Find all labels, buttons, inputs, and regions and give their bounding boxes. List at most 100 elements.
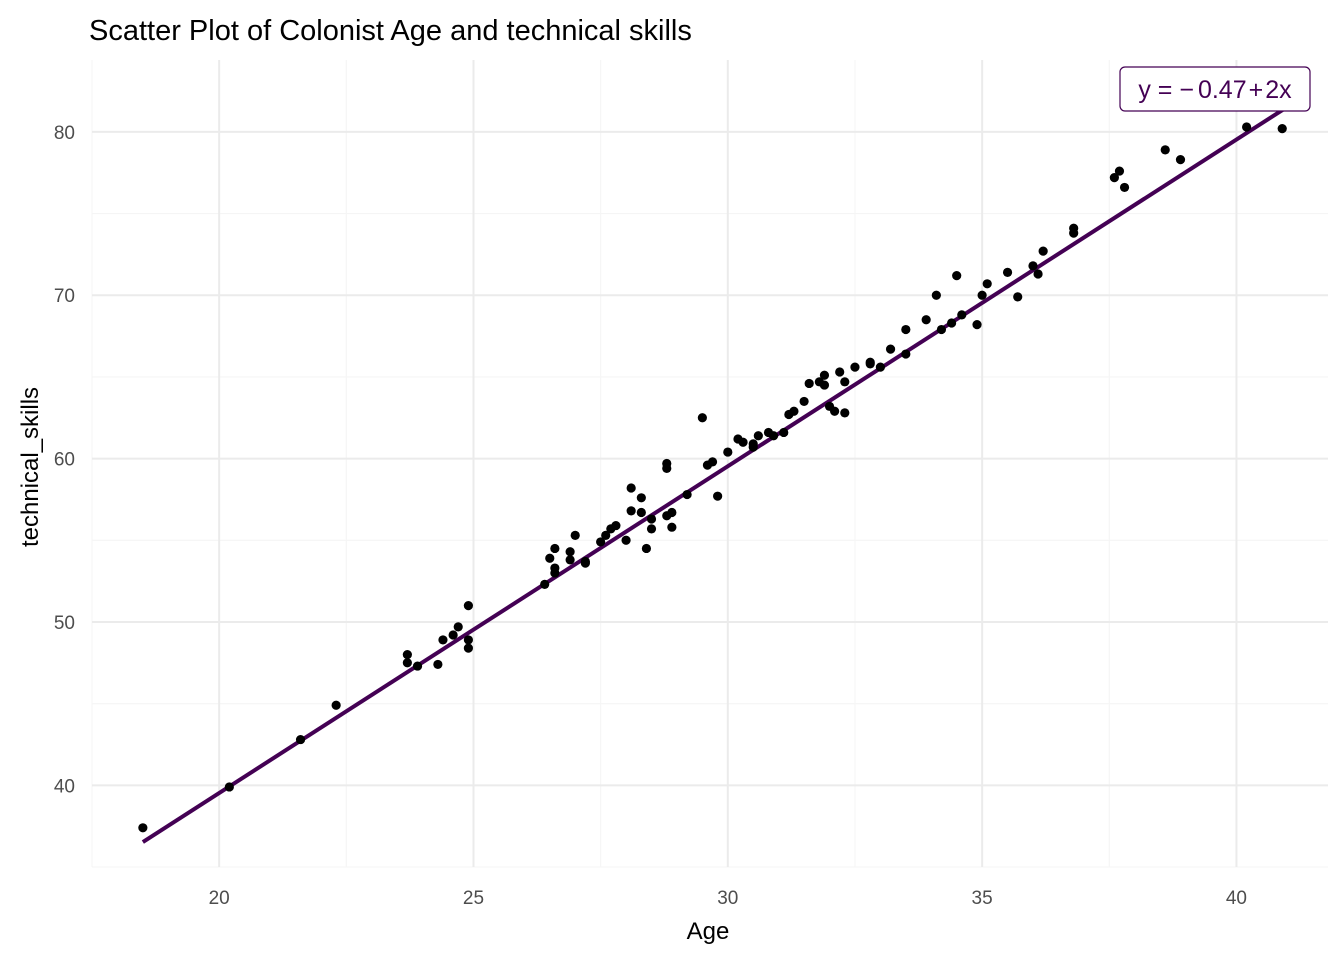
scatter-point <box>438 635 448 645</box>
scatter-point <box>1013 292 1023 302</box>
scatter-point <box>565 555 575 565</box>
scatter-point <box>947 318 957 328</box>
y-tick-label: 70 <box>54 286 75 307</box>
scatter-point <box>433 659 443 670</box>
scatter-point <box>819 370 830 380</box>
scatter-point <box>789 406 799 416</box>
scatter-point <box>667 507 677 518</box>
x-tick-label: 25 <box>463 888 484 909</box>
scatter-point <box>545 553 555 563</box>
scatter-point <box>952 271 962 281</box>
scatter-point <box>748 439 758 449</box>
scatter-point <box>636 507 646 518</box>
scatter-point <box>850 362 860 372</box>
scatter-point <box>463 635 473 645</box>
scatter-point <box>412 661 423 671</box>
x-tick-label: 20 <box>209 888 230 909</box>
scatter-point <box>901 324 911 335</box>
scatter-point <box>1277 124 1287 134</box>
equation-label-box <box>1119 66 1311 112</box>
scatter-point <box>646 514 657 524</box>
equation-label-text: y = −0.47+2x <box>1138 76 1292 104</box>
y-tick-label: 80 <box>54 123 75 144</box>
scatter-point <box>138 823 148 833</box>
equation-slope-term: 2x <box>1265 76 1292 104</box>
scatter-point <box>565 547 575 557</box>
data-points <box>138 122 1287 833</box>
scatter-point <box>540 579 550 589</box>
scatter-point <box>641 543 652 554</box>
scatter-point <box>1160 145 1170 155</box>
scatter-point <box>662 463 672 474</box>
scatter-point <box>723 447 733 457</box>
scatter-point <box>580 558 590 568</box>
scatter-point <box>865 359 875 369</box>
scatter-point <box>885 344 896 354</box>
scatter-point <box>626 483 636 493</box>
scatter-point <box>819 380 830 390</box>
scatter-point <box>1002 267 1013 277</box>
equation-plus: + <box>1249 76 1264 104</box>
x-axis-title: Age <box>687 918 730 945</box>
regression-line <box>141 105 1289 844</box>
scatter-point <box>1038 246 1048 256</box>
y-axis-tick-labels: 40 50 60 70 80 <box>54 123 75 797</box>
scatter-point <box>1114 166 1125 176</box>
scatter-point <box>1109 173 1119 183</box>
y-tick-label: 40 <box>54 776 75 797</box>
scatter-point <box>875 362 885 372</box>
y-tick-label: 50 <box>54 613 75 634</box>
scatter-point <box>830 406 840 416</box>
regression-line-layer <box>141 105 1289 844</box>
scatter-point <box>463 643 473 653</box>
scatter-point <box>707 457 718 467</box>
scatter-point <box>982 279 992 289</box>
scatter-point <box>1242 122 1252 132</box>
scatter-point <box>636 493 646 503</box>
scatter-point <box>331 700 341 710</box>
scatter-point <box>611 520 621 531</box>
x-tick-label: 30 <box>717 888 738 909</box>
y-axis-title: technical_skills <box>17 387 44 547</box>
scatter-point <box>957 310 967 320</box>
x-tick-label: 40 <box>1226 888 1247 909</box>
scatter-point <box>697 413 707 423</box>
scatter-point <box>1119 182 1130 193</box>
scatter-point <box>753 431 763 441</box>
y-tick-label: 60 <box>54 450 75 471</box>
equation-prefix: y = <box>1138 76 1179 104</box>
scatter-point <box>626 506 636 516</box>
scatter-point <box>596 537 606 547</box>
scatter-point <box>402 650 412 660</box>
scatter-point <box>804 378 814 389</box>
scatter-point <box>667 522 677 532</box>
scatter-point <box>931 290 941 300</box>
scatter-point <box>1033 269 1043 279</box>
equation-intercept: 0.47 <box>1198 76 1247 104</box>
scatter-point <box>621 535 631 545</box>
scatter-point <box>738 437 748 447</box>
scatter-point <box>977 290 987 300</box>
scatter-point <box>550 568 560 578</box>
chart-title: Scatter Plot of Colonist Age and technic… <box>89 15 692 47</box>
scatter-point <box>972 320 982 330</box>
scatter-point <box>550 543 560 554</box>
scatter-point <box>453 622 463 632</box>
scatter-point <box>682 489 692 500</box>
scatter-point <box>1069 228 1079 238</box>
scatter-point <box>295 734 306 745</box>
x-axis-tick-labels: 20 25 30 35 40 <box>209 888 1247 909</box>
scatter-point <box>224 782 234 792</box>
scatter-point <box>779 427 789 438</box>
scatter-point <box>901 349 911 359</box>
scatter-point <box>463 601 473 611</box>
scatter-point <box>840 377 850 387</box>
scatter-point <box>768 431 779 441</box>
scatter-point <box>921 315 931 325</box>
equation-minus: − <box>1179 76 1194 104</box>
scatter-point <box>1028 261 1038 271</box>
x-tick-label: 35 <box>972 888 993 909</box>
scatter-point <box>840 408 850 418</box>
scatter-point <box>402 658 412 668</box>
